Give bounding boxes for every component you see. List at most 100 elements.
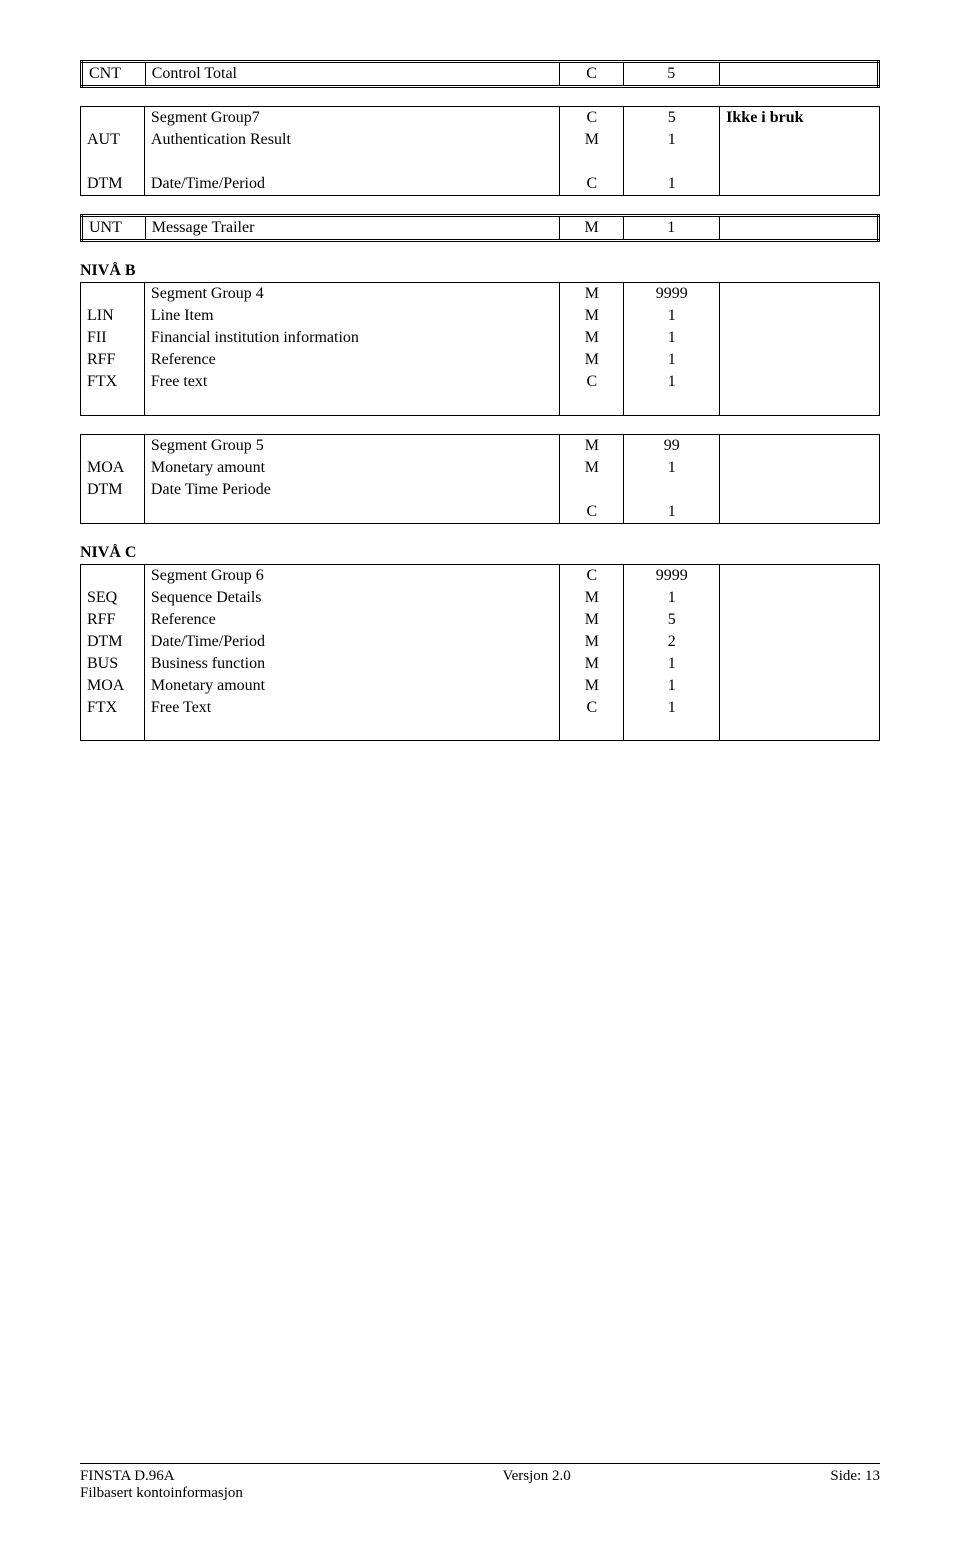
cell-name: Segment Group 5 — [144, 434, 559, 457]
cell-count: 1 — [624, 653, 720, 675]
cell-tag: DTM — [81, 479, 145, 501]
cell-note — [720, 327, 880, 349]
cell-name: Segment Group7 — [144, 107, 559, 130]
cell-name: Date/Time/Period — [144, 173, 559, 196]
cell-note — [719, 62, 878, 87]
cell-note — [720, 587, 880, 609]
cell-tag: FII — [81, 327, 145, 349]
table-row: FTX Free Text C 1 — [81, 697, 880, 719]
table-row: CNT Control Total C 5 — [82, 62, 879, 87]
table-group4: Segment Group 4 M 9999 LIN Line Item M 1… — [80, 282, 880, 416]
cell-tag — [81, 564, 145, 587]
cell-name: Reference — [144, 609, 559, 631]
cell-note — [720, 457, 880, 479]
cell-name: Message Trailer — [145, 216, 559, 241]
table-row — [81, 393, 880, 415]
table-row: DTM Date/Time/Period M 2 — [81, 631, 880, 653]
cell-status: M — [560, 349, 624, 371]
table-row: AUT Authentication Result M 1 — [81, 129, 880, 151]
cell-tag — [81, 151, 145, 173]
cell-note — [720, 173, 880, 196]
table-row: RFF Reference M 1 — [81, 349, 880, 371]
heading-niva-c: NIVÅ C — [80, 544, 880, 562]
cell-status: C — [560, 501, 624, 524]
cell-note — [720, 653, 880, 675]
cell-name: Control Total — [145, 62, 559, 87]
cell-tag: MOA — [81, 675, 145, 697]
footer-page: Side: 13 — [830, 1468, 880, 1502]
cell-status — [560, 393, 624, 415]
cell-count: 99 — [624, 434, 720, 457]
cell-name — [144, 393, 559, 415]
cell-count: 1 — [624, 457, 720, 479]
cell-tag: DTM — [81, 631, 145, 653]
cell-name: Segment Group 6 — [144, 564, 559, 587]
cell-name: Date/Time/Period — [144, 631, 559, 653]
cell-tag: CNT — [82, 62, 146, 87]
cell-status: M — [560, 653, 624, 675]
cell-count: 9999 — [624, 564, 720, 587]
cell-status: M — [560, 457, 624, 479]
cell-tag — [81, 501, 145, 524]
cell-name: Authentication Result — [144, 129, 559, 151]
cell-tag: SEQ — [81, 587, 145, 609]
table-group7: Segment Group7 C 5 Ikke i bruk AUT Authe… — [80, 106, 880, 196]
cell-note — [720, 393, 880, 415]
cell-tag: MOA — [81, 457, 145, 479]
table-row: Segment Group7 C 5 Ikke i bruk — [81, 107, 880, 130]
cell-count: 5 — [624, 107, 720, 130]
footer-doc-subtitle: Filbasert kontoinformasjon — [80, 1485, 243, 1502]
page-footer: FINSTA D.96A Filbasert kontoinformasjon … — [80, 1463, 880, 1502]
table-row — [81, 719, 880, 741]
cell-count: 1 — [624, 371, 720, 393]
cell-name: Free text — [144, 371, 559, 393]
cell-name: Date Time Periode — [144, 479, 559, 501]
cell-status — [560, 151, 624, 173]
table-row: DTM Date/Time/Period C 1 — [81, 173, 880, 196]
cell-tag: BUS — [81, 653, 145, 675]
cell-status — [560, 479, 624, 501]
cell-status: M — [560, 587, 624, 609]
cell-note: Ikke i bruk — [720, 107, 880, 130]
cell-tag: UNT — [82, 216, 146, 241]
table-group6: Segment Group 6 C 9999 SEQ Sequence Deta… — [80, 564, 880, 742]
cell-status: C — [560, 62, 624, 87]
table-row: Segment Group 5 M 99 — [81, 434, 880, 457]
cell-count: 1 — [624, 697, 720, 719]
cell-note — [720, 564, 880, 587]
cell-count: 1 — [624, 305, 720, 327]
cell-status: M — [560, 434, 624, 457]
cell-count: 1 — [623, 216, 719, 241]
cell-status: M — [560, 327, 624, 349]
cell-count: 1 — [624, 327, 720, 349]
cell-note — [720, 129, 880, 151]
cell-note — [720, 675, 880, 697]
cell-name: Sequence Details — [144, 587, 559, 609]
cell-tag: AUT — [81, 129, 145, 151]
cell-note — [720, 349, 880, 371]
cell-name — [144, 151, 559, 173]
table-row: LIN Line Item M 1 — [81, 305, 880, 327]
cell-status: M — [560, 283, 624, 306]
cell-status: C — [560, 107, 624, 130]
cell-name: Segment Group 4 — [144, 283, 559, 306]
cell-note — [720, 501, 880, 524]
cell-count: 5 — [624, 609, 720, 631]
cell-count: 1 — [624, 129, 720, 151]
cell-name: Monetary amount — [144, 457, 559, 479]
cell-tag: FTX — [81, 371, 145, 393]
cell-name — [144, 501, 559, 524]
table-row: RFF Reference M 5 — [81, 609, 880, 631]
cell-note — [720, 305, 880, 327]
cell-note — [720, 697, 880, 719]
cell-note — [720, 609, 880, 631]
cell-tag — [81, 434, 145, 457]
footer-version: Versjon 2.0 — [502, 1468, 570, 1502]
cell-count: 9999 — [624, 283, 720, 306]
table-row: Segment Group 6 C 9999 — [81, 564, 880, 587]
cell-tag — [81, 107, 145, 130]
cell-note — [720, 479, 880, 501]
cell-tag — [81, 393, 145, 415]
cell-name: Reference — [144, 349, 559, 371]
table-row: FTX Free text C 1 — [81, 371, 880, 393]
